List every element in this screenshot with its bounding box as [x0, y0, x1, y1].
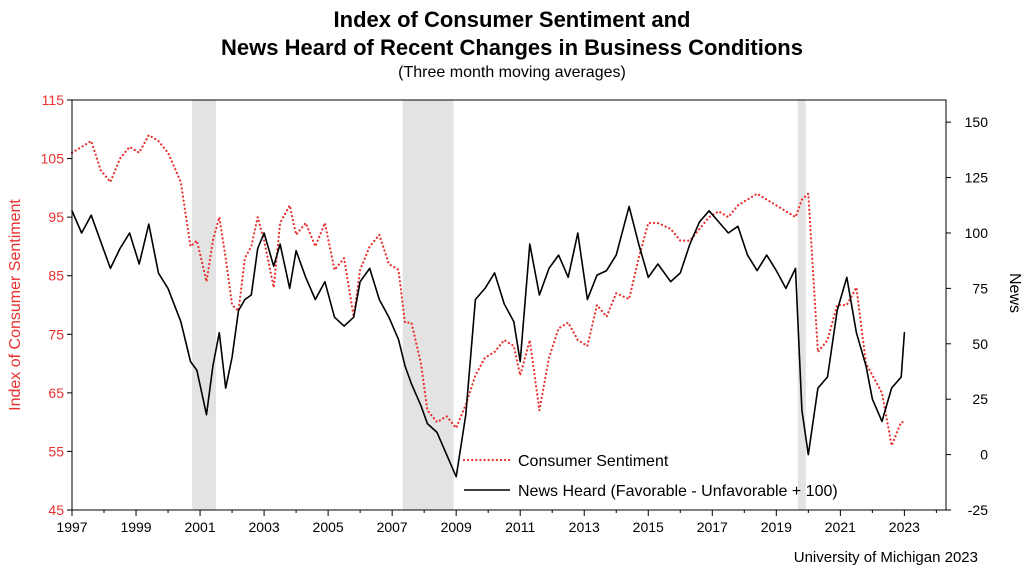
chart-title: Index of Consumer Sentiment and — [333, 7, 691, 32]
series-line-0 — [70, 134, 906, 447]
series-lines — [70, 134, 906, 478]
x-tick-label-2005: 2005 — [313, 519, 344, 535]
left-tick-label-45: 45 — [48, 502, 64, 518]
left-tick-label-95: 95 — [48, 209, 64, 225]
x-tick-label-2003: 2003 — [249, 519, 280, 535]
right-tick-label-125: 125 — [965, 170, 989, 186]
right-tick-label-50: 50 — [972, 336, 988, 352]
series-line-1 — [71, 205, 906, 478]
left-tick-label-105: 105 — [41, 151, 65, 167]
left-axis-ticks: 45 55 65 75 85 95 105 115 — [41, 92, 72, 518]
right-tick-label-25: 25 — [972, 391, 988, 407]
right-axis-label: News — [1006, 273, 1023, 313]
left-tick-label-55: 55 — [48, 443, 64, 459]
x-tick-label-2017: 2017 — [697, 519, 728, 535]
left-tick-label-85: 85 — [48, 268, 64, 284]
chart-subtitle: (Three month moving averages) — [398, 64, 626, 81]
x-tick-label-2023: 2023 — [889, 519, 920, 535]
left-tick-label-115: 115 — [42, 92, 65, 108]
x-tick-label-2007: 2007 — [377, 519, 408, 535]
legend-label-news-heard: News Heard (Favorable - Unfavorable + 10… — [518, 483, 838, 500]
plot-frame — [71, 99, 947, 511]
right-tick-label-75: 75 — [972, 280, 988, 296]
right-tick-label--25: -25 — [968, 502, 988, 518]
right-tick-label-0: 0 — [980, 447, 988, 463]
left-axis-label: Index of Consumer Sentiment — [7, 199, 24, 411]
source-credit: University of Michigan 2023 — [793, 549, 978, 566]
right-axis-ticks: -25 0 25 50 75 100 125 150 — [946, 114, 988, 518]
x-tick-label-2021: 2021 — [825, 519, 856, 535]
right-tick-label-150: 150 — [965, 114, 989, 130]
x-tick-label-1999: 1999 — [120, 519, 151, 535]
left-tick-label-65: 65 — [48, 385, 64, 401]
x-axis-ticks: 1997 1999 2001 2003 2005 2007 2009 2011 2013 2015… — [56, 510, 937, 535]
recession-band-1 — [402, 100, 454, 510]
x-tick-label-2009: 2009 — [441, 519, 472, 535]
recession-band-0 — [192, 100, 217, 510]
right-tick-label-100: 100 — [965, 225, 989, 241]
legend: Consumer Sentiment News Heard (Favorable… — [462, 453, 838, 500]
x-tick-label-2015: 2015 — [633, 519, 664, 535]
x-tick-label-2019: 2019 — [761, 519, 792, 535]
left-tick-label-75: 75 — [48, 326, 64, 342]
recession-band-2 — [797, 100, 806, 510]
x-tick-label-1997: 1997 — [56, 519, 87, 535]
chart-title-line2: News Heard of Recent Changes in Business… — [221, 35, 803, 60]
x-tick-label-2011: 2011 — [505, 519, 535, 535]
x-tick-label-2013: 2013 — [569, 519, 600, 535]
recession-bands — [192, 100, 806, 510]
legend-label-consumer-sentiment: Consumer Sentiment — [518, 453, 669, 470]
x-tick-label-2001: 2001 — [184, 519, 215, 535]
